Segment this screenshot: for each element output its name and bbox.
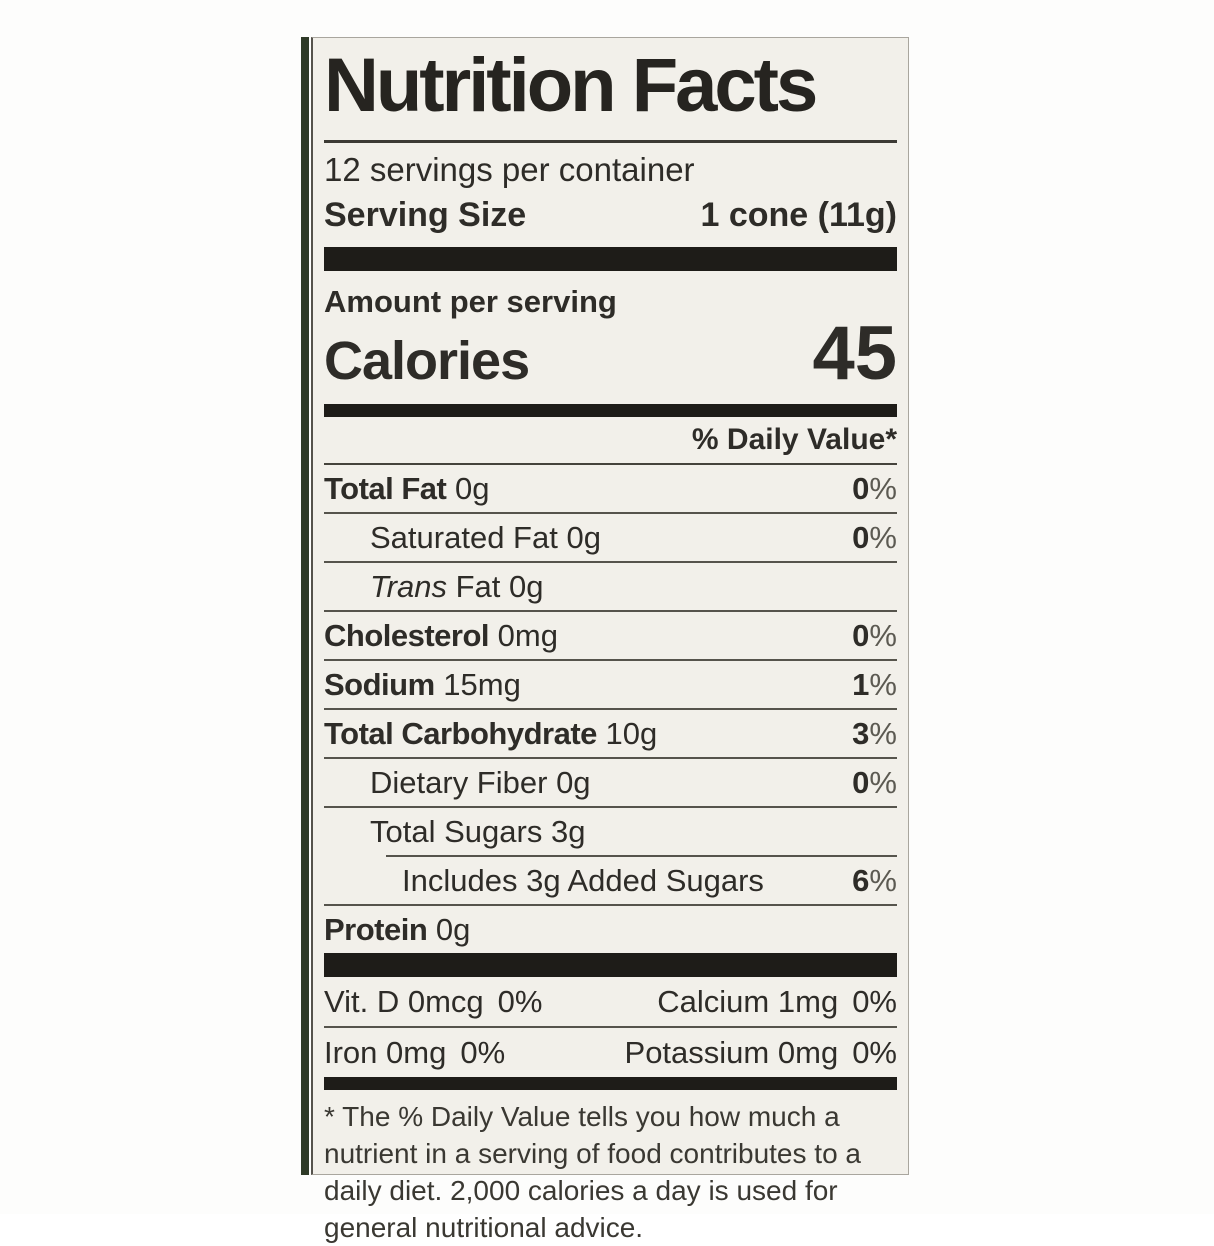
- calories-label: Calories: [324, 331, 530, 391]
- nutrient-name: Dietary Fiber 0g: [370, 765, 591, 800]
- serving-size-label: Serving Size: [324, 196, 527, 234]
- divider: [324, 806, 897, 808]
- nutrition-facts-label: Nutrition Facts 12 servings per containe…: [311, 37, 909, 1243]
- nutrient-row-total-sugars: Total Sugars 3g: [324, 808, 897, 855]
- nutrient-dv: 3%: [852, 716, 897, 751]
- nutrient-row-total-carbohydrate: Total Carbohydrate 10g 3%: [324, 710, 897, 757]
- daily-value-header: % Daily Value*: [691, 423, 897, 456]
- micronutrient-vit-d: Vit. D 0mcg 0%: [324, 984, 543, 1019]
- divider: [324, 463, 897, 465]
- calories-row: Calories 45: [324, 311, 897, 396]
- nutrient-name: Total Fat 0g: [324, 471, 490, 506]
- divider-indented: [386, 855, 897, 857]
- nutrient-row-dietary-fiber: Dietary Fiber 0g 0%: [324, 759, 897, 806]
- nutrient-name: Cholesterol 0mg: [324, 618, 558, 653]
- nutrient-name: Trans Fat 0g: [370, 569, 544, 604]
- calories-value: 45: [812, 311, 897, 396]
- nutrient-row-saturated-fat: Saturated Fat 0g 0%: [324, 514, 897, 561]
- divider: [324, 610, 897, 612]
- nutrient-name: Sodium 15mg: [324, 667, 521, 702]
- micronutrient-calcium: Calcium 1mg 0%: [657, 984, 897, 1019]
- divider: [324, 1026, 897, 1028]
- nutrient-dv: 0%: [852, 471, 897, 506]
- daily-value-footnote: * The % Daily Value tells you how much a…: [324, 1101, 861, 1243]
- servings-per-container: 12 servings per container: [324, 151, 695, 188]
- section-bar: [324, 247, 897, 271]
- divider: [324, 512, 897, 514]
- nutrient-name: Total Carbohydrate 10g: [324, 716, 658, 751]
- micronutrient-row: Iron 0mg 0% Potassium 0mg 0%: [324, 1028, 897, 1077]
- micronutrient-row: Vit. D 0mcg 0% Calcium 1mg 0%: [324, 977, 897, 1026]
- amount-per-serving: Amount per serving: [324, 284, 617, 319]
- serving-size-row: Serving Size 1 cone (11g): [324, 193, 897, 247]
- divider: [324, 140, 897, 143]
- micronutrient-iron: Iron 0mg 0%: [324, 1035, 506, 1070]
- serving-size-value: 1 cone (11g): [700, 196, 897, 234]
- page-background: Nutrition Facts 12 servings per containe…: [301, 37, 909, 1243]
- label-title: Nutrition Facts: [324, 43, 818, 128]
- divider: [324, 659, 897, 661]
- nutrient-row-total-fat: Total Fat 0g 0%: [324, 465, 897, 512]
- nutrient-dv: 0%: [852, 765, 897, 800]
- section-bar: [324, 404, 897, 417]
- nutrient-row-trans-fat: Trans Fat 0g: [324, 563, 897, 610]
- divider: [324, 757, 897, 759]
- nutrient-dv: 6%: [852, 863, 897, 898]
- nutrient-dv: 0%: [852, 520, 897, 555]
- nutrient-name: Total Sugars 3g: [370, 814, 586, 849]
- nutrient-row-cholesterol: Cholesterol 0mg 0%: [324, 612, 897, 659]
- nutrient-dv: 1%: [852, 667, 897, 702]
- nutrient-row-protein: Protein 0g: [324, 906, 897, 953]
- nutrient-row-added-sugars: Includes 3g Added Sugars 6%: [324, 857, 897, 904]
- micronutrient-potassium: Potassium 0mg 0%: [624, 1035, 897, 1070]
- nutrient-name: Includes 3g Added Sugars: [402, 863, 764, 898]
- nutrient-name: Saturated Fat 0g: [370, 520, 601, 555]
- divider: [324, 708, 897, 710]
- section-bar: [324, 1077, 897, 1090]
- divider: [324, 561, 897, 563]
- section-bar: [324, 953, 897, 977]
- nutrient-row-sodium: Sodium 15mg 1%: [324, 661, 897, 708]
- package-edge-strip: [301, 37, 309, 1175]
- nutrient-name: Protein 0g: [324, 912, 471, 947]
- divider: [324, 904, 897, 906]
- nutrient-dv: 0%: [852, 618, 897, 653]
